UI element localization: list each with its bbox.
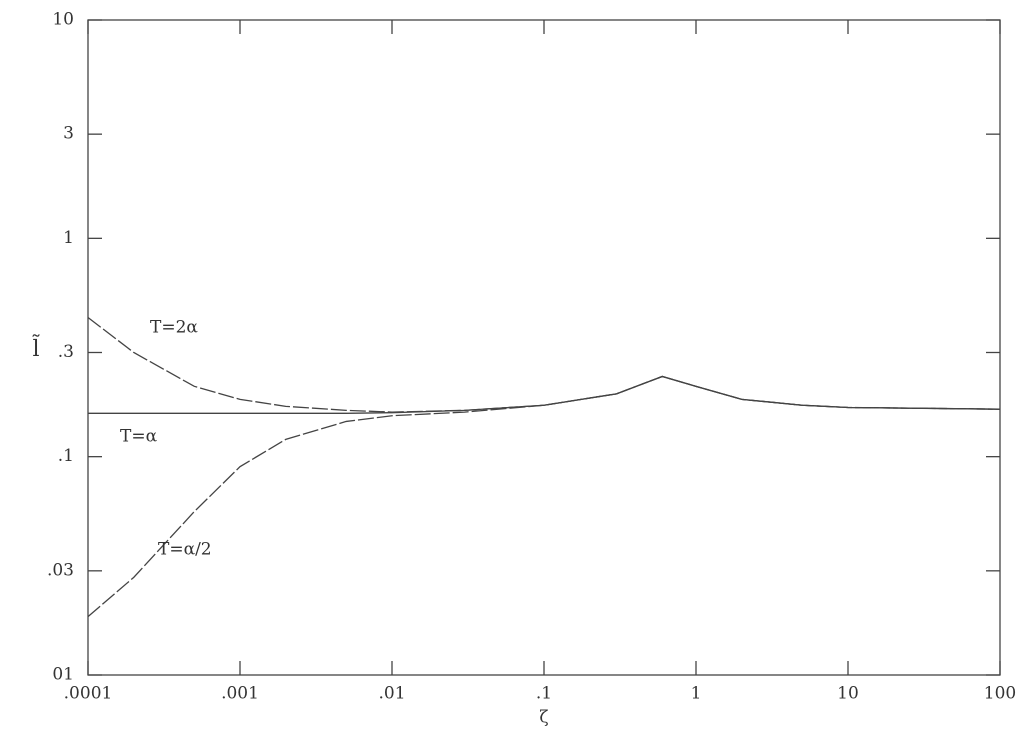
y-tick-label: .1 xyxy=(58,446,74,466)
x-tick-label: 1 xyxy=(691,684,702,704)
y-tick-label: 3 xyxy=(63,124,74,144)
x-tick-label: .1 xyxy=(536,684,552,704)
plot-frame xyxy=(87,19,1001,676)
x-tick-label: .0001 xyxy=(64,684,113,704)
x-tick-label: .001 xyxy=(221,684,259,704)
y-axis-label: l̃ xyxy=(32,335,41,362)
x-tick-label: .01 xyxy=(378,684,405,704)
y-tick-label: 01 xyxy=(52,665,74,685)
series-annotation: T=α/2 xyxy=(158,540,212,560)
x-tick-label: 100 xyxy=(984,684,1016,704)
x-axis-label: ζ xyxy=(539,708,548,728)
series-annotation: T=2α xyxy=(150,318,198,338)
series-annotation: T=α xyxy=(120,427,158,447)
y-tick-label: 10 xyxy=(52,10,74,30)
series-line xyxy=(87,316,1001,413)
y-tick-label: .03 xyxy=(47,560,74,580)
y-tick-label: 1 xyxy=(63,228,74,248)
x-tick-label: 10 xyxy=(837,684,859,704)
series-line xyxy=(87,375,1001,618)
y-tick-label: .3 xyxy=(58,342,74,362)
